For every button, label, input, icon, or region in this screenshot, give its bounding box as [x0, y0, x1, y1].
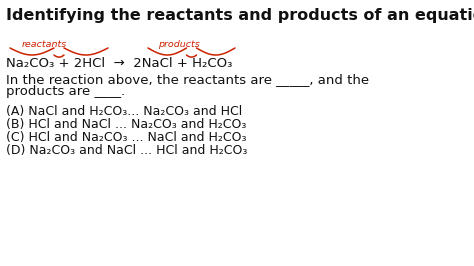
Text: Identifying the reactants and products of an equation: Identifying the reactants and products o… — [6, 8, 474, 23]
Text: (D) Na₂CO₃ and NaCl ... HCl and H₂CO₃: (D) Na₂CO₃ and NaCl ... HCl and H₂CO₃ — [6, 144, 247, 157]
Text: reactants: reactants — [22, 40, 67, 49]
Text: In the reaction above, the reactants are _____, and the: In the reaction above, the reactants are… — [6, 73, 369, 86]
Text: products are ____.: products are ____. — [6, 85, 125, 98]
Text: products: products — [158, 40, 200, 49]
Text: (B) HCl and NaCl ... Na₂CO₃ and H₂CO₃: (B) HCl and NaCl ... Na₂CO₃ and H₂CO₃ — [6, 118, 246, 131]
Text: Na₂CO₃ + 2HCl  →  2NaCl + H₂CO₃: Na₂CO₃ + 2HCl → 2NaCl + H₂CO₃ — [6, 57, 232, 70]
Text: (A) NaCl and H₂CO₃... Na₂CO₃ and HCl: (A) NaCl and H₂CO₃... Na₂CO₃ and HCl — [6, 105, 242, 118]
Text: (C) HCl and Na₂CO₃ ... NaCl and H₂CO₃: (C) HCl and Na₂CO₃ ... NaCl and H₂CO₃ — [6, 131, 246, 144]
